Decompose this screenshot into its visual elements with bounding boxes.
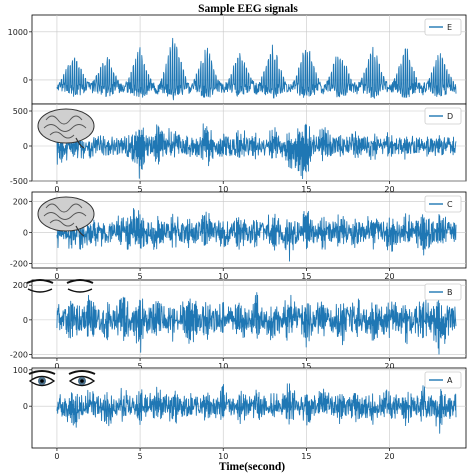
x-axis-label: Time(second)	[219, 461, 285, 473]
brain-fold	[45, 203, 83, 213]
y-tick-label: 0	[23, 316, 28, 325]
series-line-D	[56, 123, 457, 180]
series-line-C	[56, 208, 457, 262]
series-line-A	[56, 383, 457, 434]
brain-fold	[43, 124, 87, 132]
brain-fold	[45, 115, 83, 125]
brain-stem	[75, 225, 85, 237]
x-tick-label: 0	[54, 185, 59, 194]
x-tick-label: 20	[384, 452, 394, 461]
eye-pupil	[40, 379, 44, 383]
x-tick-label: 10	[218, 362, 228, 371]
series-line-E	[56, 37, 457, 101]
y-tick-label: 500	[13, 107, 28, 116]
x-tick-label: 15	[301, 185, 311, 194]
eye-closed	[27, 288, 53, 293]
legend-label: B	[447, 288, 453, 297]
y-tick-label: -200	[10, 351, 28, 360]
x-tick-label: 10	[218, 452, 228, 461]
x-tick-label: 5	[138, 272, 143, 281]
legend-label: A	[447, 376, 453, 385]
x-tick-label: 20	[384, 272, 394, 281]
eyebrow	[28, 370, 56, 375]
brain-fold	[43, 212, 87, 220]
legend-label: C	[447, 200, 453, 209]
x-tick-label: 5	[138, 452, 143, 461]
x-tick-label: 5	[138, 185, 143, 194]
legend-label: E	[447, 23, 452, 32]
x-tick-label: 20	[384, 185, 394, 194]
brain-fold	[49, 131, 75, 139]
y-tick-label: 0	[23, 142, 28, 151]
x-tick-label: 10	[218, 185, 228, 194]
x-tick-label: 0	[54, 272, 59, 281]
x-tick-label: 15	[301, 362, 311, 371]
panel-C: 0 5 10 15 20 -200 0 200 C	[10, 191, 467, 281]
y-tick-label: 1000	[8, 28, 28, 37]
legend-label: D	[447, 112, 453, 121]
x-tick-label: 10	[218, 272, 228, 281]
eye-pupil	[80, 379, 84, 383]
y-tick-label: 0	[23, 228, 28, 237]
panel-A: 0 5 10 15 20 0 100 A	[13, 366, 467, 461]
panel-D: 0 5 10 15 20 -500 0 500 D	[10, 103, 467, 194]
y-tick-label: 0	[23, 402, 28, 411]
y-tick-label: 200	[13, 281, 28, 290]
x-tick-label: 5	[138, 362, 143, 371]
series-line-B	[56, 292, 457, 355]
x-tick-label: 0	[54, 452, 59, 461]
chart-title: Sample EEG signals	[198, 3, 298, 15]
y-tick-label: -200	[10, 259, 28, 268]
y-tick-label: -500	[10, 177, 28, 186]
panel-B: 0 5 10 15 20 -200 0 200 B	[10, 279, 467, 371]
x-tick-label: 20	[384, 362, 394, 371]
panels-container: 0510152001000E05101520-5000500D05101520-…	[8, 14, 467, 461]
brain-stem	[75, 137, 85, 149]
eyebrow	[26, 279, 54, 284]
x-tick-label: 15	[301, 452, 311, 461]
x-tick-label: 15	[301, 272, 311, 281]
y-tick-label: 200	[13, 197, 28, 206]
panel-E: 0510152001000E	[8, 14, 467, 117]
eye-closed	[67, 288, 93, 293]
y-tick-label: 100	[13, 366, 28, 375]
eyebrow	[68, 370, 96, 375]
x-tick-label: 0	[54, 362, 59, 371]
brain-fold	[49, 219, 75, 227]
y-tick-label: 0	[23, 76, 28, 85]
eyebrow	[66, 279, 94, 284]
